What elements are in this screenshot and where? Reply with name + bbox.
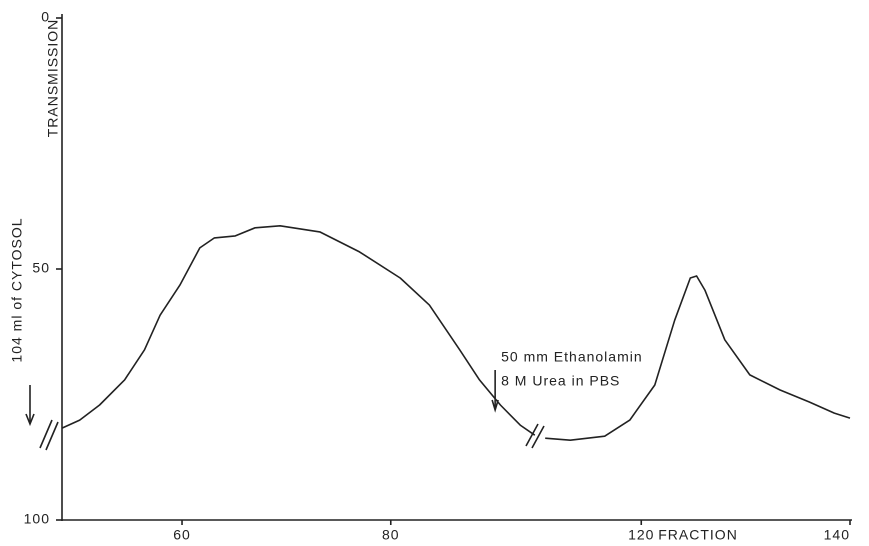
x-tick-label: 80 <box>382 527 400 543</box>
annotation: 50 mm Ethanolamin <box>501 349 643 365</box>
break-mark <box>525 423 545 449</box>
annotation: 8 M Urea in PBS <box>501 373 620 389</box>
arrow-head <box>491 399 499 413</box>
y-tick-label: 0 <box>41 9 50 25</box>
x-tick-label: 60 <box>173 527 191 543</box>
x-axis-label: FRACTION <box>658 527 738 543</box>
x-tick-label: 140 <box>824 527 850 543</box>
annotation: 104 ml of CYTOSOL <box>9 217 25 362</box>
x-tick-label: 120 <box>628 527 654 543</box>
y-tick-label: 100 <box>24 511 50 527</box>
arrow-head <box>25 413 35 427</box>
line <box>61 225 851 441</box>
y-tick-label: 50 <box>32 260 50 276</box>
y-axis-label: TRANSMISSION <box>45 19 61 138</box>
break-mark <box>39 419 59 451</box>
